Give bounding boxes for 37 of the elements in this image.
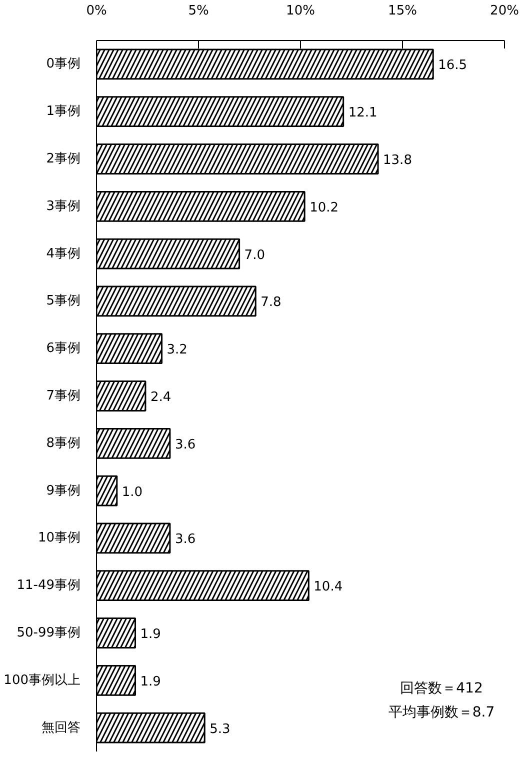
y-tick-label: 10事例 xyxy=(38,530,81,546)
y-tick-label: 4事例 xyxy=(46,246,81,262)
data-label: 3.2 xyxy=(166,342,188,358)
y-tick-label: 2事例 xyxy=(46,152,81,166)
data-label: 10.2 xyxy=(310,200,339,216)
x-tick-label: 20% xyxy=(490,4,519,18)
data-label: 12.1 xyxy=(348,106,378,121)
x-tick-label: 5% xyxy=(188,4,209,18)
data-label: 16.5 xyxy=(438,58,468,74)
y-tick-label: 0事例 xyxy=(46,56,81,72)
y-tick-label: 50-99事例 xyxy=(16,626,81,640)
data-label: 13.8 xyxy=(383,153,412,168)
x-tick-label: 15% xyxy=(388,4,417,18)
annotation: 回答数＝412 xyxy=(400,680,483,696)
y-tick-label: 100事例以上 xyxy=(4,672,81,688)
y-tick-label: 無回答 xyxy=(42,720,80,736)
data-label: 2.4 xyxy=(150,390,172,405)
y-tick-label: 5事例 xyxy=(46,294,81,309)
data-label: 1.0 xyxy=(122,484,143,500)
data-label: 5.3 xyxy=(210,722,230,737)
x-tick-label: 10% xyxy=(286,4,315,18)
data-label: 7.0 xyxy=(244,248,265,263)
x-tick-label: 0% xyxy=(86,4,107,18)
data-label: 3.6 xyxy=(174,532,196,548)
y-tick-label: 6事例 xyxy=(46,341,81,356)
data-label: 3.6 xyxy=(174,437,196,452)
y-tick-label: 3事例 xyxy=(46,198,81,214)
data-label: 1.9 xyxy=(140,627,161,642)
data-label: 1.9 xyxy=(140,674,161,690)
y-tick-label: 7事例 xyxy=(46,388,81,404)
y-tick-label: 11-49事例 xyxy=(16,578,81,594)
data-label: 10.4 xyxy=(314,580,343,595)
y-tick-label: 1事例 xyxy=(46,104,81,120)
y-tick-label: 8事例 xyxy=(46,436,81,451)
annotation: 平均事例数＝8.7 xyxy=(388,704,495,720)
y-tick-label: 9事例 xyxy=(46,483,81,498)
data-label: 7.8 xyxy=(260,295,282,310)
